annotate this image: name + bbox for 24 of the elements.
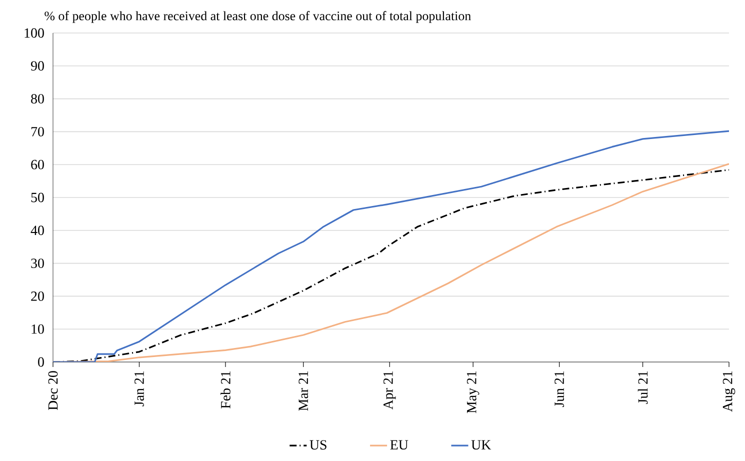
y-tick-label: 40 xyxy=(30,226,44,236)
x-tick-label: Dec 20 xyxy=(48,371,58,410)
legend-label: US xyxy=(310,440,326,450)
legend-label: UK xyxy=(471,440,492,450)
y-tick-label: 100 xyxy=(24,28,44,38)
x-tick-label: Jun 21 xyxy=(554,371,564,408)
y-tick-label: 10 xyxy=(32,324,44,334)
y-tick-label: 30 xyxy=(31,258,44,268)
x-tick-label: Mar 21 xyxy=(298,371,308,411)
chart-title: % of people who have received at least one dose of vaccine out of total population xyxy=(44,11,471,23)
y-tick-label: 20 xyxy=(31,291,44,301)
x-tick-label: Jul 21 xyxy=(638,371,648,404)
y-tick-label: 90 xyxy=(30,61,44,71)
x-tick-label: Aug 21 xyxy=(722,371,736,412)
legend-label: EU xyxy=(390,440,408,450)
y-tick-label: 60 xyxy=(31,160,44,170)
x-tick-label: Feb 21 xyxy=(220,371,230,408)
y-tick-label: 50 xyxy=(31,192,44,202)
y-tick-label: 70 xyxy=(31,126,44,136)
x-tick-label: Apr 21 xyxy=(384,371,396,410)
x-tick-label: Jan 21 xyxy=(134,371,144,406)
y-tick-label: 80 xyxy=(31,94,44,104)
y-tick-label: 0 xyxy=(38,357,44,367)
x-tick-label: May 21 xyxy=(466,371,480,414)
